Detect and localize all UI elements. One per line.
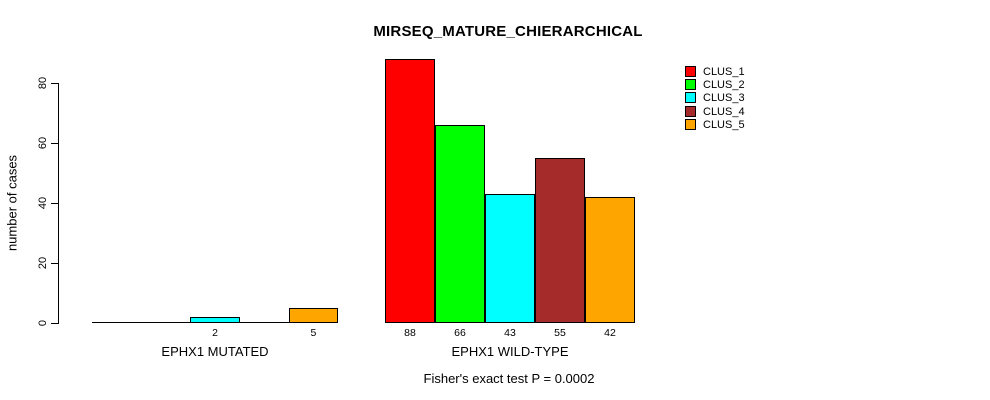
- group-label: EPHX1 WILD-TYPE: [451, 344, 569, 359]
- bar: [485, 194, 535, 323]
- y-axis-label: number of cases: [4, 154, 20, 252]
- bar: [385, 59, 435, 323]
- legend-label: CLUS_5: [703, 118, 745, 131]
- y-axis-line: [58, 83, 59, 324]
- bar-value-label: 2: [212, 327, 218, 339]
- bar-value-label: 5: [310, 327, 317, 339]
- group-label: EPHX1 MUTATED: [161, 344, 269, 359]
- legend-swatch: [685, 66, 696, 77]
- fisher-test-annotation: Fisher's exact test P = 0.0002: [423, 371, 595, 386]
- y-axis-tick: [51, 203, 58, 204]
- legend-swatch: [685, 92, 696, 104]
- bar-value-label: 43: [504, 327, 516, 339]
- y-axis-tick-label: 80: [37, 76, 49, 90]
- bar: [535, 158, 585, 323]
- y-axis-tick-label: 60: [37, 136, 49, 150]
- bar: [585, 197, 635, 323]
- legend-label: CLUS_2: [703, 79, 745, 92]
- y-axis-tick: [51, 143, 58, 144]
- legend-swatch: [685, 105, 696, 117]
- bar-value-label: 66: [454, 327, 466, 339]
- legend-label: CLUS_3: [703, 92, 745, 105]
- bar-value-label: 88: [404, 327, 416, 339]
- legend-swatch: [685, 118, 696, 130]
- legend-label: CLUS_1: [703, 66, 745, 78]
- y-axis-tick-label: 20: [37, 256, 49, 270]
- y-axis-tick: [51, 83, 58, 84]
- y-axis-tick-label: 40: [37, 196, 49, 210]
- legend-swatch: [685, 79, 696, 91]
- bar: [435, 125, 485, 323]
- y-axis-tick: [51, 263, 58, 264]
- y-axis-tick: [51, 323, 58, 324]
- bar-value-label: 55: [554, 327, 566, 339]
- bar: [288, 308, 338, 323]
- y-axis-tick-label: 0: [37, 319, 49, 327]
- legend-label: CLUS_4: [703, 105, 745, 118]
- bar: [190, 317, 240, 323]
- bar-value-label: 42: [604, 327, 616, 339]
- chart-title: MIRSEQ_MATURE_CHIERARCHICAL: [373, 23, 643, 40]
